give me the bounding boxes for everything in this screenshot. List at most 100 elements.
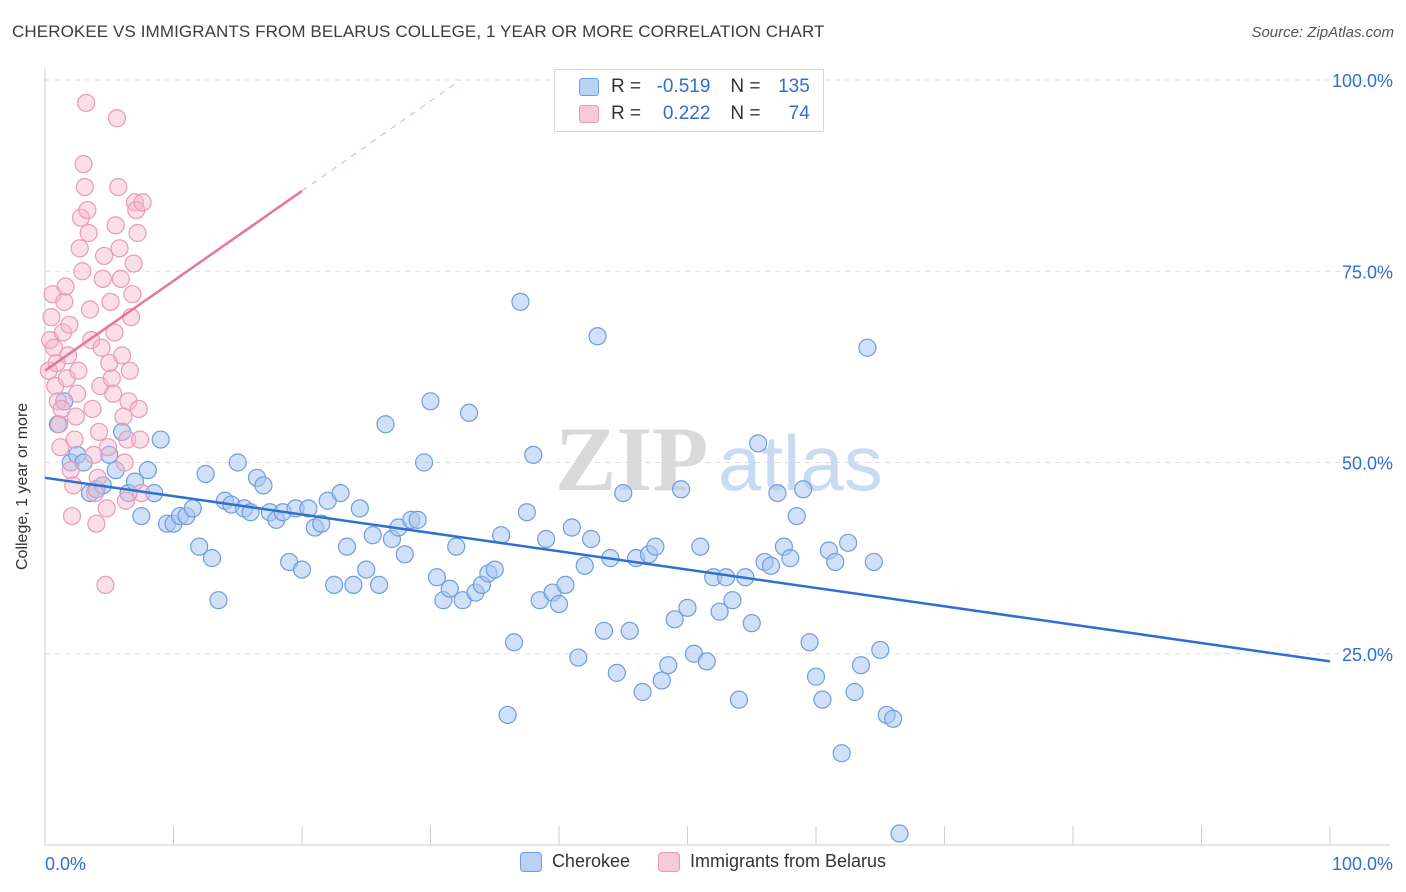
belarus-point-39 [89,422,109,441]
cherokee-point-39 [299,499,318,518]
belarus-point-62 [119,392,138,411]
cherokee-point-70 [498,705,517,725]
cherokee-point-98 [678,598,697,617]
y-tick-label-2: 75.0% [1342,262,1393,282]
chart-title: CHEROKEE VS IMMIGRANTS FROM BELARUS COLL… [12,22,825,41]
belarus-point-63 [120,361,139,380]
gridlines [45,79,1390,655]
belarus-point-10 [52,399,71,419]
belarus-point-55 [110,239,129,258]
r-label: R = [611,76,642,97]
belarus-point-73 [133,193,152,212]
cherokee-point-106 [729,690,749,709]
cherokee-point-87 [607,663,626,682]
belarus-point-23 [69,361,88,380]
cherokee-point-105 [723,591,742,610]
cherokee-trend-line [44,476,1331,663]
cherokee-point-121 [826,552,845,572]
cherokee-point-122 [832,744,851,763]
belarus-point-61 [118,430,137,449]
cherokee-point-73 [517,503,536,522]
belarus-point-30 [78,200,97,220]
cherokee-point-83 [582,529,601,549]
legend-item-belarus[interactable]: Immigrants from Belarus [657,851,887,872]
belarus-point-22 [68,384,87,403]
belarus-point-50 [104,384,123,403]
belarus-point-46 [98,438,118,457]
cherokee-point-47 [350,499,369,518]
belarus-point-31 [79,223,98,243]
cherokee-legend-swatch [519,851,542,872]
cherokee-point-24 [202,549,222,568]
cherokee-point-115 [787,506,806,526]
cherokee-point-54 [395,545,414,564]
belarus-point-43 [95,246,114,266]
cherokee-point-97 [671,480,691,499]
cherokee-point-22 [190,537,209,556]
cherokee-point-119 [813,690,832,709]
cherokee-points [48,292,909,843]
cherokee-point-104 [716,568,736,587]
belarus-point-27 [74,155,93,174]
belarus-point-58 [114,407,133,426]
trend-lines [44,79,1331,663]
cherokee-point-88 [614,484,633,503]
cherokee-point-95 [659,656,678,675]
r-value-cherokee: -0.519 [656,76,711,97]
cherokee-point-14 [138,461,157,480]
belarus-points [39,93,152,595]
cherokee-point-116 [794,480,813,499]
cherokee-point-71 [504,633,524,652]
cherokee-point-94 [652,671,671,690]
belarus-point-12 [55,292,74,311]
cherokee-point-59 [427,568,447,587]
r-value-belarus: 0.222 [662,103,711,124]
cherokee-point-8 [100,445,119,464]
cherokee-point-23 [196,464,215,484]
belarus-point-37 [87,514,106,533]
cherokee-point-64 [459,403,479,422]
cherokee-point-85 [594,621,614,640]
cherokee-point-28 [228,453,247,472]
belarus-point-17 [61,461,80,480]
cherokee-point-56 [408,510,427,529]
cherokee-point-46 [344,575,363,595]
cherokee-point-128 [871,640,890,660]
cherokee-point-76 [537,529,556,549]
cherokee-point-45 [337,537,357,556]
cherokee-point-108 [742,614,761,633]
n-label: N = [730,76,761,97]
legend-item-cherokee[interactable]: Cherokee [519,851,630,872]
belarus-point-21 [66,407,85,426]
cherokee-point-91 [633,682,652,702]
belarus-point-32 [80,300,100,319]
cherokee-point-49 [363,526,382,545]
belarus-point-28 [75,178,94,197]
cherokee-point-114 [781,549,800,568]
cherokee-point-81 [569,648,588,667]
source-label: Source: ZipAtlas.com [1251,24,1394,41]
cherokee-point-109 [749,434,768,453]
belarus-point-35 [84,445,103,464]
cherokee-point-32 [254,476,273,495]
belarus-point-8 [50,415,69,434]
belarus-point-66 [124,254,143,273]
cherokee-point-89 [620,621,639,640]
cherokee-point-13 [132,506,151,526]
belarus-swatch [579,105,599,123]
belarus-legend-label: Immigrants from Belarus [689,851,887,871]
cherokee-point-111 [761,556,781,575]
belarus-point-41 [92,338,111,357]
belarus-point-53 [107,109,127,128]
cherokee-point-57 [414,453,434,472]
belarus-point-70 [129,399,148,419]
belarus-point-42 [93,269,112,288]
cherokee-point-48 [357,560,376,579]
belarus-trend-line [44,189,303,372]
cherokee-point-79 [556,575,575,595]
cherokee-point-72 [511,292,530,311]
cherokee-point-51 [376,415,395,434]
cherokee-point-118 [806,667,826,686]
cherokee-point-41 [312,514,331,533]
belarus-point-9 [51,438,70,457]
